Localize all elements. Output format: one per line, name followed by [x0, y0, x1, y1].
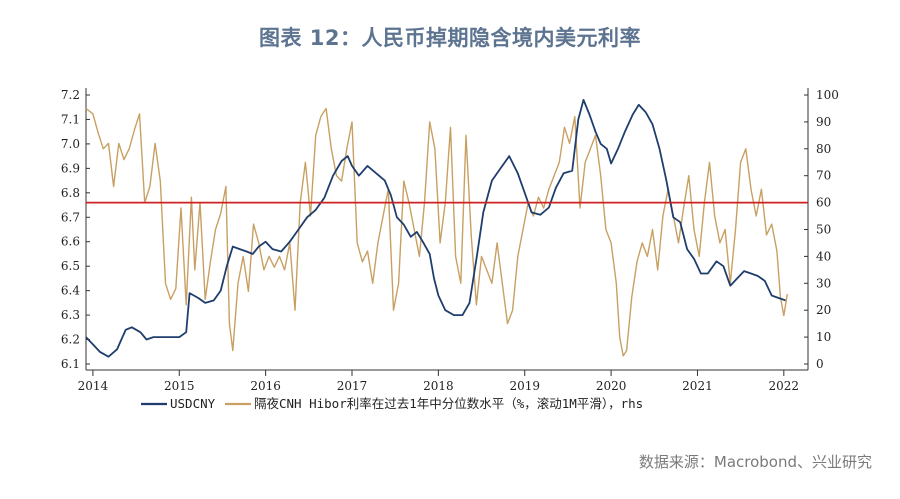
right-tick-label: 50: [816, 223, 831, 237]
right-tick-label: 90: [816, 115, 831, 129]
left-y-ticks: 6.1 6.2 6.3 6.4 6.5 6.6 6.7 6.8 6.9 7.0 7.1 7.2: [61, 88, 90, 371]
source-note: 数据来源：Macrobond、兴业研究: [638, 453, 872, 471]
plot-frame: [85, 88, 809, 371]
left-tick-label: 7.0: [61, 137, 80, 151]
left-tick-label: 6.9: [61, 161, 80, 175]
left-tick-label: 6.3: [61, 308, 80, 322]
right-tick-label: 40: [816, 249, 831, 263]
left-tick-label: 6.8: [61, 186, 80, 200]
legend-label-usdcny: USDCNY: [170, 396, 216, 411]
right-y-ticks: 0 10 20 30 40 50 60 70 80 90 100: [804, 88, 839, 371]
x-tick-label: 2019: [509, 379, 540, 393]
left-tick-label: 6.2: [61, 333, 80, 347]
x-tick-label: 2014: [78, 379, 109, 393]
right-tick-label: 30: [816, 276, 831, 290]
right-tick-label: 80: [816, 142, 831, 156]
left-tick-label: 7.2: [61, 88, 80, 102]
right-tick-label: 70: [816, 169, 831, 183]
series-line-usdcny: [85, 99, 786, 358]
legend: USDCNY 隔夜CNH Hibor利率在过去1年中分位数水平（%，滚动1M平滑…: [141, 396, 643, 411]
right-tick-label: 20: [816, 303, 831, 317]
right-tick-label: 60: [816, 196, 831, 210]
x-tick-label: 2018: [423, 379, 454, 393]
right-tick-label: 100: [816, 88, 839, 102]
right-tick-label: 0: [816, 357, 824, 371]
x-tick-label: 2016: [250, 379, 281, 393]
x-tick-label: 2017: [337, 379, 368, 393]
x-tick-label: 2015: [164, 379, 195, 393]
chart-title: 图表 12：人民币掉期隐含境内美元利率: [258, 26, 642, 50]
left-tick-label: 6.5: [61, 259, 80, 273]
x-ticks: 2014 2015 2016 2017 2018 2019 2020 2021 2022: [78, 370, 799, 393]
left-tick-label: 6.4: [61, 284, 80, 298]
series-layer: [85, 99, 808, 358]
left-tick-label: 6.7: [61, 210, 80, 224]
x-tick-label: 2021: [682, 379, 713, 393]
left-tick-label: 6.1: [61, 357, 80, 371]
x-tick-label: 2020: [596, 379, 627, 393]
right-tick-label: 10: [816, 330, 831, 344]
left-tick-label: 6.6: [61, 235, 80, 249]
x-tick-label: 2022: [769, 379, 800, 393]
left-tick-label: 7.1: [61, 112, 80, 126]
legend-label-hibor: 隔夜CNH Hibor利率在过去1年中分位数水平（%，滚动1M平滑），rhs: [254, 396, 643, 411]
